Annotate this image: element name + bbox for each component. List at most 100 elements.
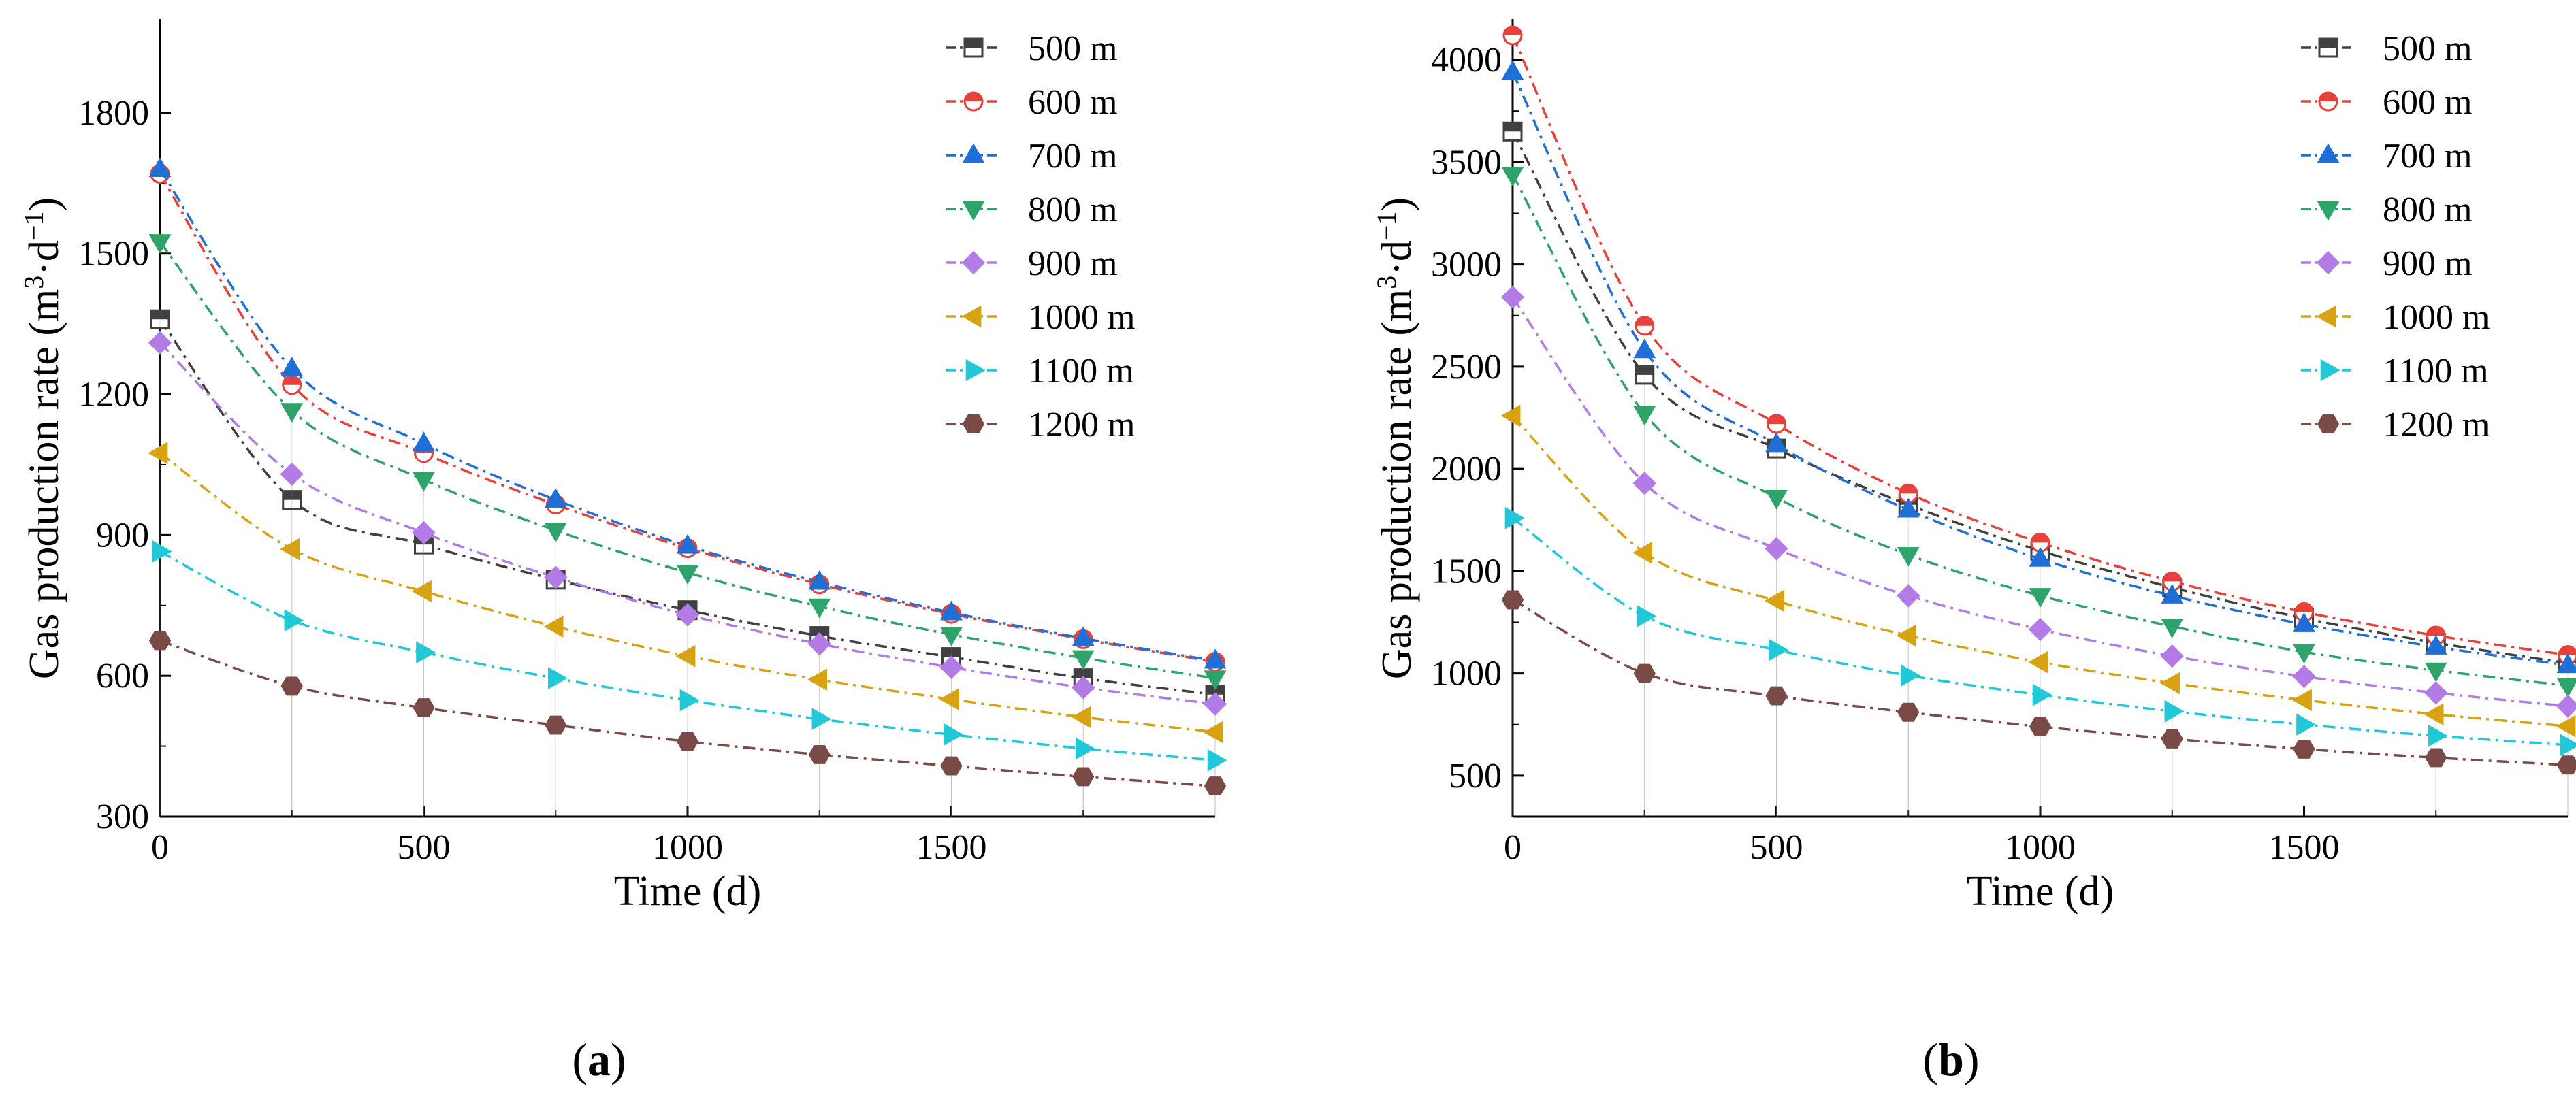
data-point <box>2160 644 2184 668</box>
data-point-outline <box>2556 755 2576 775</box>
data-point-outline <box>2293 644 2315 664</box>
data-point-outline <box>1076 737 1095 760</box>
data-point-outline <box>280 403 303 423</box>
y-axis-label-part: Gas production rate (m <box>1374 289 1420 679</box>
data-point-outline <box>939 655 963 679</box>
data-point <box>808 598 831 619</box>
y-tick-label: 1200 <box>78 376 149 414</box>
data-point-outline <box>1500 404 1521 427</box>
data-point <box>413 472 435 492</box>
data-point <box>2292 689 2312 711</box>
data-point-outline <box>2556 678 2576 698</box>
panel-label: (b) <box>1922 1034 1979 1085</box>
x-axis-label: Time (d) <box>1967 868 2114 915</box>
y-axis-label-part: ·d <box>21 240 67 276</box>
data-point-outline <box>280 462 304 486</box>
data-point <box>413 698 435 717</box>
data-point <box>675 603 700 627</box>
data-point-outline <box>2032 683 2052 706</box>
y-axis-label-part: ·d <box>1374 240 1420 276</box>
legend-label: 600 m <box>2383 83 2472 122</box>
data-point <box>1072 767 1095 787</box>
y-axis-label-part: ) <box>21 197 67 212</box>
data-point-outline <box>1897 497 1920 518</box>
legend-label: 800 m <box>2383 191 2472 229</box>
data-point <box>282 490 302 510</box>
data-point-outline <box>2029 588 2052 608</box>
data-point <box>2556 694 2576 718</box>
data-point-outline <box>676 565 699 585</box>
data-point-outline <box>2161 619 2183 638</box>
data-point-outline <box>2292 689 2312 711</box>
data-point-outline <box>545 523 567 542</box>
x-tick-label: 0 <box>1504 828 1522 867</box>
data-point <box>1207 749 1227 772</box>
series-line <box>1511 296 2569 708</box>
data-point-outline <box>1633 406 1656 426</box>
data-point-fill <box>1899 484 1918 494</box>
data-point-outline <box>1632 472 1656 495</box>
legend-marker-fill <box>2319 93 2337 101</box>
data-point-outline <box>412 521 436 545</box>
panel-label-paren: ( <box>572 1034 587 1085</box>
data-point <box>1897 702 1920 722</box>
data-point <box>1632 542 1652 564</box>
data-point-outline <box>675 645 696 668</box>
data-point-outline <box>284 609 304 632</box>
data-point <box>2556 714 2576 738</box>
data-point <box>1765 589 1784 612</box>
data-point-outline <box>1203 721 1223 744</box>
data-point <box>1637 605 1657 627</box>
data-point-fill <box>1504 122 1522 132</box>
legend-label: 1000 m <box>2383 298 2490 337</box>
data-point-fill <box>1635 316 1654 326</box>
legend-label: 800 m <box>1028 191 1117 229</box>
data-point <box>679 689 700 712</box>
x-tick-label: 0 <box>151 828 169 867</box>
y-tick-label: 2000 <box>1431 450 1502 489</box>
panel-label: (a) <box>572 1034 626 1085</box>
x-tick-label: 1000 <box>652 828 723 867</box>
data-point-outline <box>1204 670 1227 690</box>
data-point <box>1769 638 1788 661</box>
data-point <box>1635 316 1655 336</box>
data-point-outline <box>2028 651 2048 674</box>
data-point-outline <box>1207 749 1227 772</box>
legend-marker <box>2316 250 2340 275</box>
data-point-outline <box>1204 776 1227 795</box>
series-line <box>1511 71 2569 667</box>
data-point-fill <box>1074 669 1093 678</box>
data-point-outline <box>2428 725 2448 747</box>
legend-marker-outline <box>2320 359 2340 382</box>
y-tick-label: 1500 <box>1431 552 1502 591</box>
y-tick-label: 2500 <box>1431 348 1502 387</box>
legend-label: 1100 m <box>2383 352 2489 391</box>
series-line <box>1511 174 2569 687</box>
data-point <box>1500 404 1521 427</box>
series-1000-m <box>1500 404 2576 817</box>
data-point-outline <box>1897 702 1920 722</box>
series-line <box>159 550 1216 762</box>
data-point <box>1897 547 1920 567</box>
data-point <box>1897 497 1920 518</box>
data-point-outline <box>1901 664 1920 687</box>
data-point <box>2424 703 2444 725</box>
y-axis-label: Gas production rate (m3·d−1) <box>1371 197 1420 679</box>
data-point-outline <box>148 234 172 254</box>
data-point <box>412 521 436 545</box>
data-point <box>1633 663 1656 683</box>
data-point-outline <box>2425 635 2447 655</box>
data-point-outline <box>545 715 567 735</box>
data-point <box>1076 737 1095 760</box>
legend-marker-outline <box>2317 201 2340 221</box>
legend-marker-outline <box>961 250 986 275</box>
data-point-outline <box>1071 706 1091 729</box>
data-point-outline <box>2424 681 2448 705</box>
data-point <box>939 655 963 679</box>
data-point-outline <box>2029 717 2052 736</box>
data-point <box>2425 635 2447 655</box>
legend-marker <box>2318 91 2338 112</box>
data-point <box>1072 650 1095 670</box>
data-point-outline <box>1072 767 1095 787</box>
